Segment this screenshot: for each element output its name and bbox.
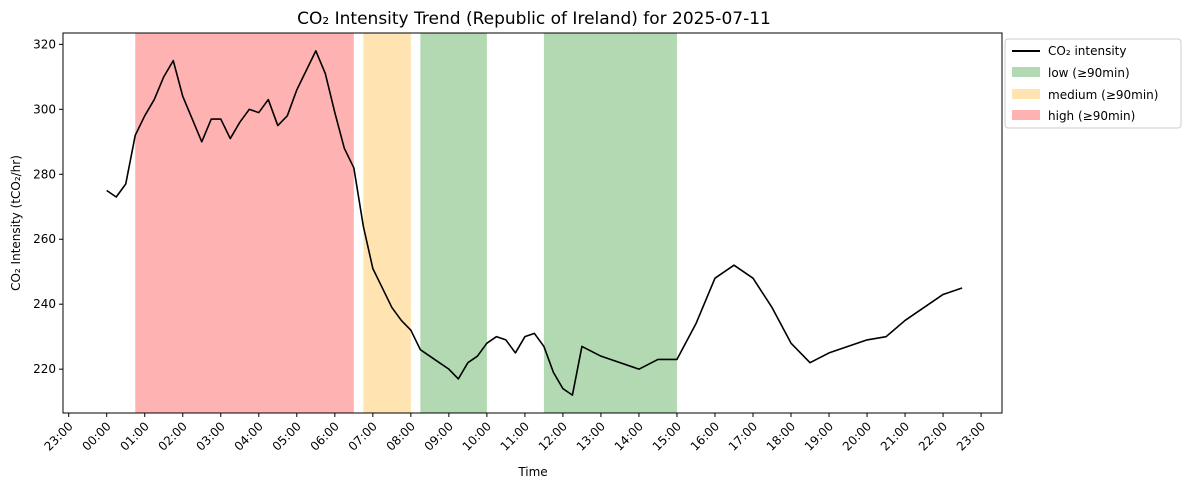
- data-point: [714, 277, 716, 279]
- data-point: [267, 99, 269, 101]
- data-point: [505, 339, 507, 341]
- data-point: [324, 73, 326, 75]
- data-point: [144, 115, 146, 117]
- data-point: [277, 125, 279, 127]
- data-point: [752, 277, 754, 279]
- line-layer: [106, 50, 963, 396]
- y-tick-label: 240: [33, 297, 56, 311]
- data-point: [248, 108, 250, 110]
- data-point: [182, 95, 184, 97]
- data-point: [419, 349, 421, 351]
- data-point: [220, 118, 222, 120]
- legend-frame: [1004, 38, 1182, 129]
- data-point: [106, 190, 108, 192]
- data-point: [353, 167, 355, 169]
- legend-swatch-low: [1012, 67, 1040, 77]
- data-point: [438, 362, 440, 364]
- data-point: [790, 342, 792, 344]
- data-point: [134, 134, 136, 136]
- data-point: [524, 336, 526, 338]
- data-point: [533, 332, 535, 334]
- data-point: [448, 368, 450, 370]
- legend-swatch-medium: [1012, 89, 1040, 99]
- x-axis-label: Time: [517, 465, 547, 479]
- data-point: [286, 115, 288, 117]
- legend-label-low: low (≥90min): [1048, 66, 1130, 80]
- band-low-3: [543, 33, 677, 413]
- data-point: [305, 69, 307, 71]
- data-point: [486, 342, 488, 344]
- data-point: [191, 118, 193, 120]
- data-point: [562, 388, 564, 390]
- data-point: [153, 99, 155, 101]
- legend: CO₂ intensity low (≥90min) medium (≥90mi…: [1004, 38, 1182, 129]
- data-point: [315, 50, 317, 52]
- data-point: [942, 293, 944, 295]
- legend-label-co2-intensity: CO₂ intensity: [1048, 44, 1126, 58]
- data-point: [410, 329, 412, 331]
- data-point: [476, 355, 478, 357]
- data-point: [400, 319, 402, 321]
- data-point: [239, 121, 241, 123]
- y-axis-label: CO₂ Intensity (tCO₂/hr): [9, 155, 23, 291]
- data-point: [163, 76, 165, 78]
- data-point: [115, 196, 117, 198]
- data-point: [809, 362, 811, 364]
- data-point: [495, 336, 497, 338]
- data-point: [467, 362, 469, 364]
- data-point: [172, 60, 174, 62]
- data-point: [343, 147, 345, 149]
- data-point: [600, 355, 602, 357]
- data-point: [334, 112, 336, 114]
- data-point: [391, 306, 393, 308]
- y-tick-label: 320: [33, 37, 56, 51]
- data-point: [258, 112, 260, 114]
- data-point: [429, 355, 431, 357]
- data-point: [125, 183, 127, 185]
- bands-layer: [135, 33, 677, 413]
- data-point: [457, 378, 459, 380]
- band-medium-1: [363, 33, 411, 413]
- y-tick-label: 300: [33, 102, 56, 116]
- data-point: [296, 89, 298, 91]
- data-point: [866, 339, 868, 341]
- legend-label-medium: medium (≥90min): [1048, 88, 1158, 102]
- data-point: [543, 345, 545, 347]
- data-point: [638, 368, 640, 370]
- y-tick-label: 220: [33, 362, 56, 376]
- data-point: [771, 306, 773, 308]
- chart-title: CO₂ Intensity Trend (Republic of Ireland…: [297, 9, 771, 29]
- data-point: [676, 358, 678, 360]
- data-point: [201, 141, 203, 143]
- data-point: [733, 264, 735, 266]
- data-point: [552, 371, 554, 373]
- band-high-0: [135, 33, 354, 413]
- data-point: [362, 225, 364, 227]
- data-point: [695, 323, 697, 325]
- legend-label-high: high (≥90min): [1048, 109, 1135, 123]
- data-point: [229, 138, 231, 140]
- plot-frame: [62, 32, 1003, 414]
- data-point: [514, 352, 516, 354]
- y-tick-label: 280: [33, 167, 56, 181]
- data-point: [828, 352, 830, 354]
- data-point: [381, 287, 383, 289]
- data-point: [372, 267, 374, 269]
- data-point: [210, 118, 212, 120]
- data-point: [657, 358, 659, 360]
- data-point: [571, 394, 573, 396]
- data-point: [961, 287, 963, 289]
- y-tick-label: 260: [33, 232, 56, 246]
- data-point: [904, 319, 906, 321]
- series-line-co2-intensity: [106, 50, 963, 396]
- data-point: [581, 345, 583, 347]
- data-point: [885, 336, 887, 338]
- band-low-2: [420, 33, 487, 413]
- y-axis: 220 240 260 280 300 320: [33, 37, 63, 376]
- legend-swatch-high: [1012, 110, 1040, 120]
